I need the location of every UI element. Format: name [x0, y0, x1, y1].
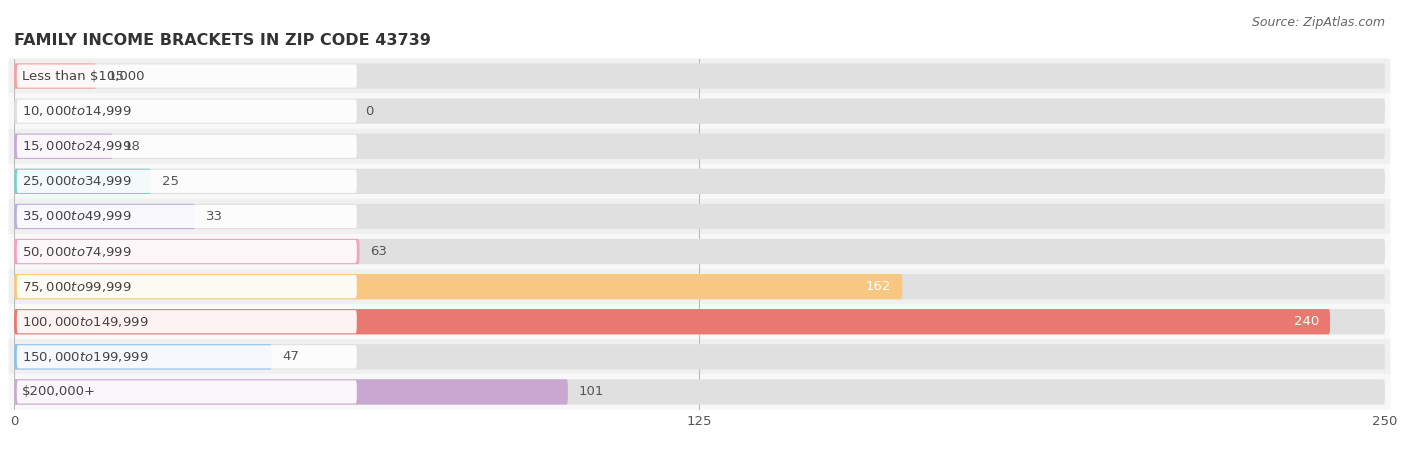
FancyBboxPatch shape — [17, 310, 357, 333]
FancyBboxPatch shape — [8, 234, 1391, 269]
FancyBboxPatch shape — [14, 169, 1385, 194]
FancyBboxPatch shape — [8, 339, 1391, 374]
Text: $150,000 to $199,999: $150,000 to $199,999 — [22, 350, 149, 364]
FancyBboxPatch shape — [14, 134, 1385, 159]
FancyBboxPatch shape — [14, 239, 360, 264]
FancyBboxPatch shape — [8, 304, 1391, 339]
FancyBboxPatch shape — [14, 204, 195, 229]
Text: 0: 0 — [366, 105, 374, 117]
Text: 18: 18 — [124, 140, 141, 153]
FancyBboxPatch shape — [8, 164, 1391, 199]
FancyBboxPatch shape — [14, 63, 1385, 89]
FancyBboxPatch shape — [14, 379, 1385, 405]
FancyBboxPatch shape — [8, 58, 1391, 94]
Text: 63: 63 — [371, 245, 388, 258]
FancyBboxPatch shape — [14, 309, 1330, 334]
Text: Less than $10,000: Less than $10,000 — [22, 70, 145, 82]
Text: 15: 15 — [107, 70, 124, 82]
FancyBboxPatch shape — [14, 134, 112, 159]
FancyBboxPatch shape — [14, 309, 1385, 334]
FancyBboxPatch shape — [14, 99, 1385, 124]
FancyBboxPatch shape — [17, 135, 357, 158]
FancyBboxPatch shape — [17, 345, 357, 369]
FancyBboxPatch shape — [8, 269, 1391, 304]
FancyBboxPatch shape — [14, 344, 1385, 369]
Text: 47: 47 — [283, 351, 299, 363]
FancyBboxPatch shape — [8, 374, 1391, 410]
FancyBboxPatch shape — [14, 63, 96, 89]
Text: $200,000+: $200,000+ — [22, 386, 96, 398]
Text: $10,000 to $14,999: $10,000 to $14,999 — [22, 104, 132, 118]
Text: Source: ZipAtlas.com: Source: ZipAtlas.com — [1251, 16, 1385, 29]
FancyBboxPatch shape — [8, 199, 1391, 234]
FancyBboxPatch shape — [17, 64, 357, 88]
Text: 33: 33 — [207, 210, 224, 223]
Text: $25,000 to $34,999: $25,000 to $34,999 — [22, 174, 132, 189]
Text: $35,000 to $49,999: $35,000 to $49,999 — [22, 209, 132, 224]
FancyBboxPatch shape — [8, 94, 1391, 129]
FancyBboxPatch shape — [14, 204, 1385, 229]
FancyBboxPatch shape — [17, 99, 357, 123]
FancyBboxPatch shape — [14, 274, 903, 299]
FancyBboxPatch shape — [17, 170, 357, 193]
FancyBboxPatch shape — [14, 169, 152, 194]
Text: $15,000 to $24,999: $15,000 to $24,999 — [22, 139, 132, 153]
Text: $50,000 to $74,999: $50,000 to $74,999 — [22, 244, 132, 259]
FancyBboxPatch shape — [14, 274, 1385, 299]
Text: $75,000 to $99,999: $75,000 to $99,999 — [22, 279, 132, 294]
FancyBboxPatch shape — [17, 205, 357, 228]
Text: 101: 101 — [579, 386, 605, 398]
FancyBboxPatch shape — [8, 129, 1391, 164]
Text: 240: 240 — [1294, 315, 1319, 328]
Text: FAMILY INCOME BRACKETS IN ZIP CODE 43739: FAMILY INCOME BRACKETS IN ZIP CODE 43739 — [14, 32, 430, 48]
Text: 25: 25 — [162, 175, 179, 188]
FancyBboxPatch shape — [14, 239, 1385, 264]
Text: 162: 162 — [866, 280, 891, 293]
Text: $100,000 to $149,999: $100,000 to $149,999 — [22, 315, 149, 329]
FancyBboxPatch shape — [17, 380, 357, 404]
FancyBboxPatch shape — [17, 240, 357, 263]
FancyBboxPatch shape — [14, 379, 568, 405]
FancyBboxPatch shape — [14, 344, 271, 369]
FancyBboxPatch shape — [17, 275, 357, 298]
